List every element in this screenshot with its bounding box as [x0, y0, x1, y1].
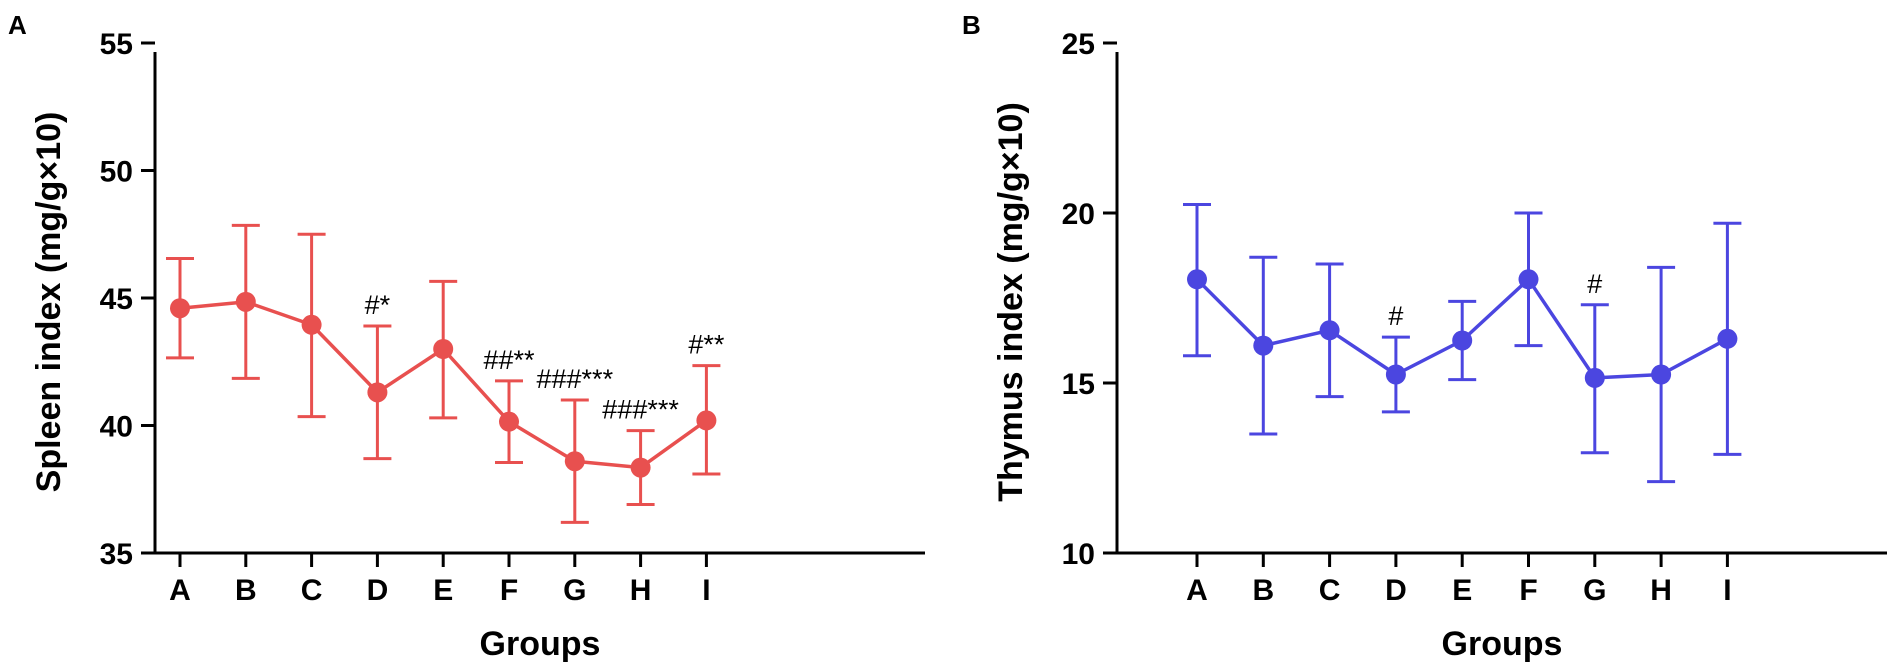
- data-point-a-A: [170, 298, 190, 319]
- y-tick-label-b-10: 10: [1062, 538, 1095, 571]
- x-tick-label-b-H: H: [1650, 574, 1672, 607]
- x-tick-label-a-G: G: [563, 574, 586, 607]
- data-point-b-H: [1651, 364, 1672, 385]
- y-tick-label-b-25: 25: [1062, 28, 1095, 61]
- x-tick-label-b-A: A: [1186, 574, 1208, 607]
- x-tick-label-b-D: D: [1385, 574, 1407, 607]
- data-point-a-C: [301, 314, 322, 335]
- y-tick-label-a-55: 55: [100, 28, 133, 61]
- significance-label-a-F: ##**: [483, 345, 535, 375]
- significance-label-a-G: ###***: [537, 364, 614, 394]
- x-tick-label-a-H: H: [630, 574, 652, 607]
- data-point-b-F: [1518, 269, 1539, 290]
- panel-label-a: A: [8, 10, 27, 40]
- x-tick-label-a-E: E: [433, 574, 453, 607]
- x-tick-label-b-E: E: [1452, 574, 1472, 607]
- x-tick-label-a-C: C: [301, 574, 323, 607]
- x-tick-label-a-B: B: [235, 574, 257, 607]
- y-axis-title-b: Thymus index (mg/g×10): [992, 102, 1030, 502]
- x-axis-title-b: Groups: [1442, 625, 1563, 663]
- data-point-b-D: [1385, 364, 1406, 385]
- data-point-b-B: [1253, 335, 1274, 356]
- significance-label-a-I: #**: [688, 330, 725, 360]
- panel-label-b: B: [962, 10, 981, 40]
- y-tick-label-b-20: 20: [1062, 198, 1095, 231]
- data-point-b-G: [1584, 367, 1605, 388]
- y-tick-label-a-45: 45: [100, 283, 133, 316]
- x-axis-title-a: Groups: [480, 625, 601, 663]
- significance-label-b-D: #: [1388, 301, 1403, 331]
- x-tick-label-a-F: F: [500, 574, 518, 607]
- x-tick-label-a-D: D: [367, 574, 389, 607]
- data-point-a-G: [564, 451, 585, 472]
- data-point-b-C: [1319, 320, 1340, 341]
- x-tick-label-b-F: F: [1519, 574, 1537, 607]
- y-tick-label-b-15: 15: [1062, 368, 1095, 401]
- x-tick-label-a-I: I: [702, 574, 710, 607]
- data-point-b-E: [1452, 330, 1473, 351]
- significance-label-b-G: #: [1587, 269, 1602, 299]
- y-axis-title-a: Spleen index (mg/g×10): [30, 112, 68, 493]
- significance-label-a-D: #*: [365, 290, 391, 320]
- data-point-a-D: [367, 382, 388, 403]
- significance-label-a-H: ###***: [602, 395, 679, 425]
- y-tick-label-a-35: 35: [100, 538, 133, 571]
- thymus-index-chart: B # # 10 15 20 25 A B C D E F G H I Groups Thymus ind…: [962, 10, 1887, 663]
- data-point-b-I: [1717, 328, 1738, 349]
- x-tick-label-b-I: I: [1723, 574, 1731, 607]
- data-point-b-A: [1187, 269, 1207, 290]
- x-tick-label-b-C: C: [1319, 574, 1341, 607]
- x-tick-label-b-B: B: [1252, 574, 1274, 607]
- x-tick-label-a-A: A: [169, 574, 191, 607]
- data-point-a-B: [235, 291, 256, 312]
- y-tick-label-a-50: 50: [100, 156, 133, 189]
- data-point-a-H: [630, 457, 651, 478]
- data-point-a-I: [696, 410, 717, 431]
- x-tick-label-b-G: G: [1583, 574, 1606, 607]
- y-tick-label-a-40: 40: [100, 411, 133, 444]
- data-point-a-E: [433, 339, 454, 359]
- data-point-a-F: [499, 411, 519, 432]
